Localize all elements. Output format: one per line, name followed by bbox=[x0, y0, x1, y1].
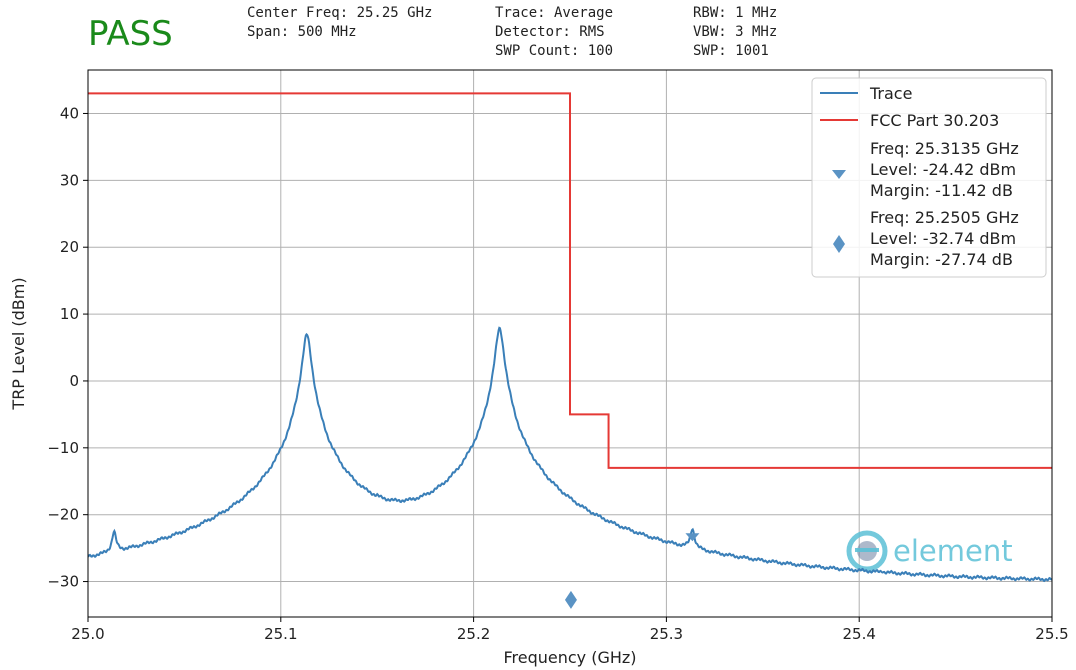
limit-line bbox=[88, 92, 1052, 469]
info-column-center-span: Center Freq: 25.25 GHz Span: 500 MHz bbox=[247, 4, 432, 42]
legend: Trace FCC Part 30.203 Freq: 25.3135 GHz Lev… bbox=[811, 77, 1047, 278]
info-line: RBW: 1 MHz bbox=[693, 5, 778, 21]
info-line: Center Freq: 25.25 GHz bbox=[247, 5, 433, 21]
y-tick-label: 10 bbox=[60, 305, 79, 323]
legend-diamond-icon bbox=[833, 235, 845, 253]
plot-frame bbox=[87, 69, 1053, 618]
info-line: Detector: RMS bbox=[495, 24, 605, 40]
legend-triangle-icon bbox=[832, 170, 846, 179]
logo-ring bbox=[846, 530, 888, 572]
pass-status: PASS bbox=[88, 14, 173, 54]
x-tick-label: 25.1 bbox=[264, 625, 297, 643]
y-tick-label: 20 bbox=[60, 238, 79, 256]
x-tick-label: 25.2 bbox=[457, 625, 490, 643]
y-tick-label: −20 bbox=[47, 506, 79, 524]
marker-diamond-icon bbox=[564, 590, 577, 609]
y-tick-label: 40 bbox=[60, 104, 79, 122]
legend-marker-line: Level: -24.42 dBm bbox=[870, 160, 1016, 179]
legend-marker-line: Level: -32.74 dBm bbox=[870, 229, 1016, 248]
x-tick-label: 25.0 bbox=[71, 625, 104, 643]
y-tick-label: 30 bbox=[60, 171, 79, 189]
legend-marker-line: Freq: 25.2505 GHz bbox=[870, 208, 1019, 227]
plot-area: element bbox=[88, 92, 1052, 609]
legend-label-trace: Trace bbox=[869, 84, 912, 103]
info-line: SWP Count: 100 bbox=[495, 43, 614, 59]
y-tick-label: 0 bbox=[69, 372, 79, 390]
info-column-trace-detector: Trace: Average Detector: RMS SWP Count: 10… bbox=[495, 4, 613, 61]
x-tick-label: 25.3 bbox=[650, 625, 683, 643]
info-column-bandwidth: RBW: 1 MHz VBW: 3 MHz SWP: 1001 bbox=[693, 4, 777, 61]
y-axis-label: TRP Level (dBm) bbox=[9, 277, 28, 410]
y-tick-label: −10 bbox=[47, 439, 79, 457]
element-logo-icon bbox=[846, 530, 888, 572]
legend-marker-line: Margin: -27.74 dB bbox=[870, 250, 1013, 269]
info-line: Trace: Average bbox=[495, 5, 614, 21]
info-line: VBW: 3 MHz bbox=[693, 24, 778, 40]
trace-line bbox=[88, 326, 1052, 583]
x-axis-label: Frequency (GHz) bbox=[503, 648, 636, 667]
legend-label-limit: FCC Part 30.203 bbox=[870, 111, 999, 130]
watermark-text: element bbox=[893, 534, 1013, 568]
x-tick-label: 25.5 bbox=[1035, 625, 1068, 643]
legend-marker-line: Freq: 25.3135 GHz bbox=[870, 139, 1019, 158]
legend-marker-line: Margin: -11.42 dB bbox=[870, 181, 1013, 200]
y-tick-label: −30 bbox=[47, 573, 79, 591]
marker-triangle-icon bbox=[685, 533, 700, 542]
info-line: Span: 500 MHz bbox=[247, 24, 357, 40]
logo-bar bbox=[855, 548, 879, 552]
legend-box bbox=[811, 77, 1047, 278]
info-line: SWP: 1001 bbox=[693, 43, 769, 59]
x-tick-label: 25.4 bbox=[842, 625, 875, 643]
